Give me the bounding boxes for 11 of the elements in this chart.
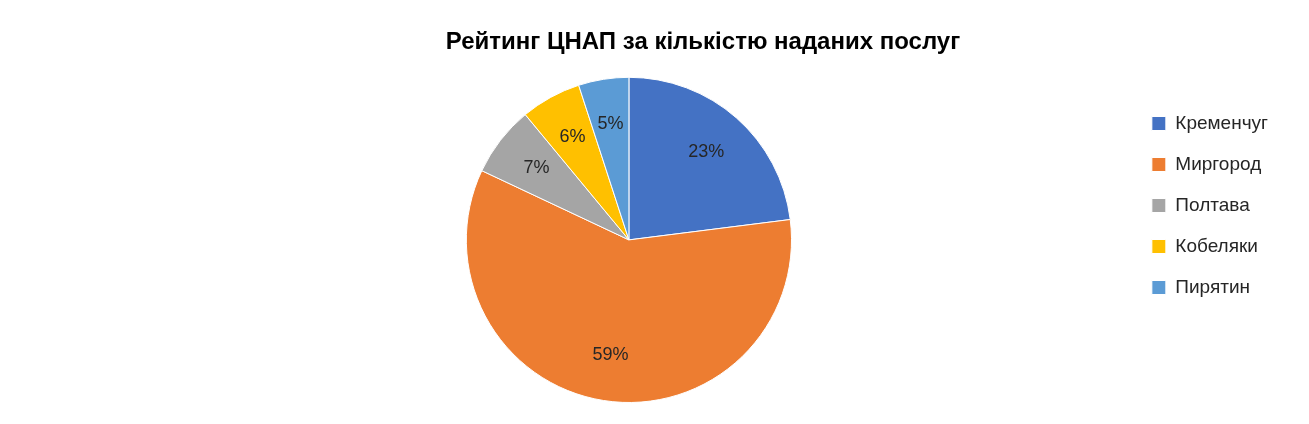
legend-label: Миргород [1175,152,1262,174]
legend-label: Пирятин [1175,275,1251,297]
data-label: 7% [523,157,550,178]
data-label: 6% [559,126,586,147]
chart-title: Рейтинг ЦНАП за кількістю наданих послуг [445,27,961,55]
data-label: 5% [597,113,624,134]
data-label: 23% [688,141,725,162]
legend-label: Кобеляки [1175,234,1258,256]
data-label: 59% [592,344,629,365]
legend-label: Кременчуг [1175,111,1269,133]
legend-label: Полтава [1175,193,1251,215]
